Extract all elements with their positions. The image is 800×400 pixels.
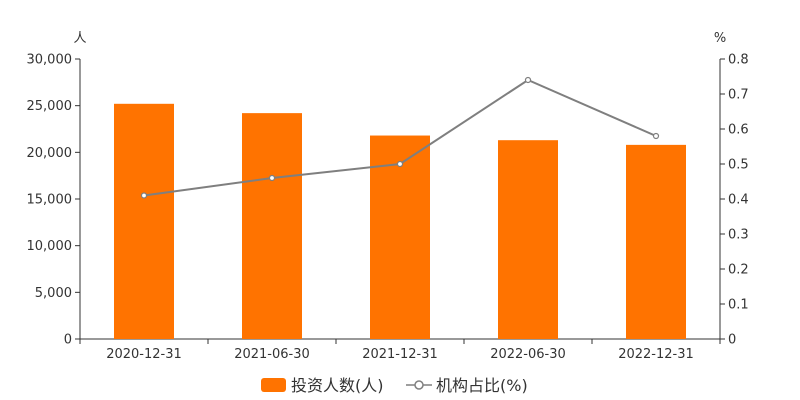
y-axis-right-tick-label: 0.4 (728, 193, 749, 208)
y-axis-left-tick-label: 15,000 (27, 193, 73, 208)
y-axis-right-tick-label: 0 (728, 333, 736, 348)
legend[interactable]: 投资人数(人) 机构占比(%) (261, 376, 528, 395)
y-axis-right-unit: % (714, 31, 726, 46)
bar[interactable] (370, 135, 430, 339)
y-axis-left-tick-label: 0 (64, 333, 72, 348)
x-axis-tick-label: 2021-06-30 (234, 347, 310, 362)
y-axis-right-tick-label: 0.7 (728, 88, 749, 103)
y-axis-left-tick-label: 5,000 (35, 286, 72, 301)
bar[interactable] (498, 140, 558, 339)
legend-bar-label: 投资人数(人) (291, 376, 384, 395)
y-axis-left-unit: 人 (73, 31, 86, 46)
y-axis-right-tick-label: 0.6 (728, 123, 749, 138)
line-point[interactable] (524, 76, 532, 84)
x-axis-tick-label: 2020-12-31 (106, 347, 182, 362)
y-axis-left-tick-label: 20,000 (27, 146, 73, 161)
y-axis-left-tick-label: 25,000 (27, 99, 73, 114)
y-axis-left-tick-label: 10,000 (27, 239, 73, 254)
y-axis-right-tick-labels: 0 0.1 0.2 0.3 0.4 0.5 0.6 0.7 0.8 (728, 53, 749, 348)
y-axis-right-tick-label: 0.8 (728, 53, 749, 68)
legend-line-label: 机构占比(%) (436, 376, 528, 395)
x-axis-tick-label: 2021-12-31 (362, 347, 438, 362)
line-point[interactable] (268, 174, 276, 182)
y-axis-right-tick-label: 0.5 (728, 158, 749, 173)
legend-bar-swatch (261, 378, 286, 392)
bar[interactable] (114, 103, 174, 339)
x-axis-tick-label: 2022-12-31 (618, 347, 694, 362)
y-axis-right-tick-label: 0.2 (728, 263, 749, 278)
x-axis-tick-labels: 2020-12-31 2021-06-30 2021-12-31 2022-06-30… (106, 347, 694, 362)
y-axis-left-tick-label: 30,000 (27, 53, 73, 68)
y-axis-left-tick-labels: 0 5,000 10,000 15,000 20,000 25,000 30,000 (27, 53, 73, 348)
line-point[interactable] (652, 132, 660, 140)
bar[interactable] (242, 113, 302, 339)
legend-line-marker (414, 380, 424, 390)
line-series (140, 76, 660, 199)
line-point[interactable] (140, 192, 148, 199)
line-point[interactable] (396, 160, 404, 168)
y-axis-right-tick-label: 0.1 (728, 298, 749, 313)
x-axis-tick-label: 2022-06-30 (490, 347, 566, 362)
y-axis-right-tick-label: 0.3 (728, 228, 749, 243)
bar[interactable] (626, 144, 686, 339)
bar-series (114, 103, 686, 339)
